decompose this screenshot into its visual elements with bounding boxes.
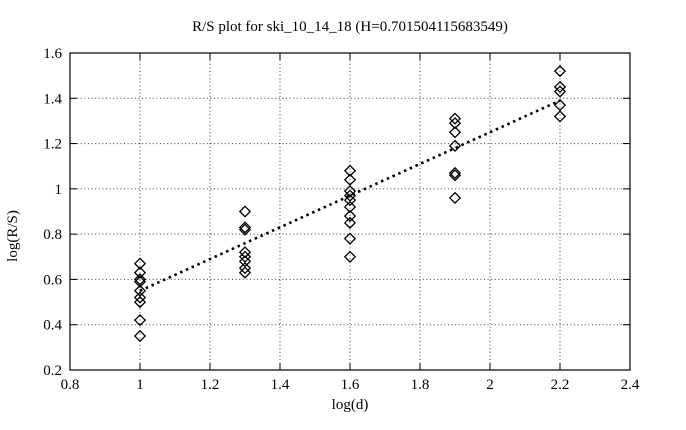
data-point-diamond [238,205,252,218]
data-point-diamond [133,291,147,304]
data-point-diamond [553,98,567,112]
data-point-diamond [448,191,462,205]
data-point-diamond [343,194,357,207]
x-tick-label: 2.2 [551,377,570,393]
data-point-diamond [343,216,357,229]
data-point-diamond [448,166,462,180]
x-tick-label: 1.4 [271,377,290,393]
data-point-diamond [133,284,147,297]
y-tick-label: 1.6 [43,46,62,62]
x-axis-label: log(d) [332,397,369,413]
y-tick-label: 1 [55,182,63,198]
data-point-diamond [238,266,252,279]
data-point-diamond [133,257,147,270]
data-point-diamond [133,314,147,327]
x-tick-label: 0.8 [61,377,80,393]
x-tick-label: 1 [136,377,144,393]
data-point-diamond [133,295,147,309]
x-tick-label: 1.8 [411,377,430,393]
tick-labels: 0.8 1 1.2 1.4 1.6 1.8 2 2.2 2.4 0.2 0.4 0.6 0.8 1 1.2 1… [43,46,640,393]
data-point-diamond [133,266,147,279]
x-tick-label: 2.4 [621,377,640,393]
data-point-diamond [343,209,357,223]
data-point-diamond [553,85,567,98]
x-tick-label: 2 [486,377,494,393]
y-tick-label: 0.4 [43,318,62,334]
data-point-diamond [238,261,252,275]
hurst-fit-line [139,99,561,292]
data-point-diamond [448,139,462,152]
data-point-diamond [133,329,147,343]
y-axis-label: log(R/S) [5,210,21,262]
data-point-diamond [343,250,357,263]
data-point-diamond [133,275,147,288]
data-point-diamond [343,200,357,214]
data-point-diamond [343,173,357,186]
y-tick-label: 0.8 [43,227,62,243]
data-point-diamond [238,223,252,236]
plot-border [69,52,631,371]
x-tick-label: 1.6 [341,377,360,393]
data-point-diamond [133,273,147,286]
data-point-diamond [343,232,357,245]
data-point-diamond [448,126,462,139]
y-tick-label: 0.6 [43,272,62,288]
data-point-diamond [553,64,567,78]
y-tick-label: 0.2 [43,363,62,379]
scatter-points-layer [133,64,567,343]
data-point-diamond [343,189,357,202]
x-tick-label: 1.2 [201,377,220,393]
data-point-diamond [553,80,567,94]
data-point-diamond [553,110,567,123]
data-point-diamond [238,255,252,268]
data-point-diamond [238,221,252,234]
data-point-diamond [448,112,462,125]
fit-line-layer [139,99,561,292]
data-point-diamond [448,117,462,130]
plot-frame [69,52,631,371]
data-point-diamond [238,250,252,263]
y-tick-label: 1.4 [43,91,62,107]
y-tick-label: 1.2 [43,137,62,153]
data-point-diamond [343,185,357,198]
data-point-diamond [448,169,462,182]
data-point-diamond [343,164,357,177]
chart-title: R/S plot for ski_10_14_18 (H=0.701504115… [192,19,508,35]
axis-ticks [69,52,631,371]
data-point-diamond [238,246,252,259]
